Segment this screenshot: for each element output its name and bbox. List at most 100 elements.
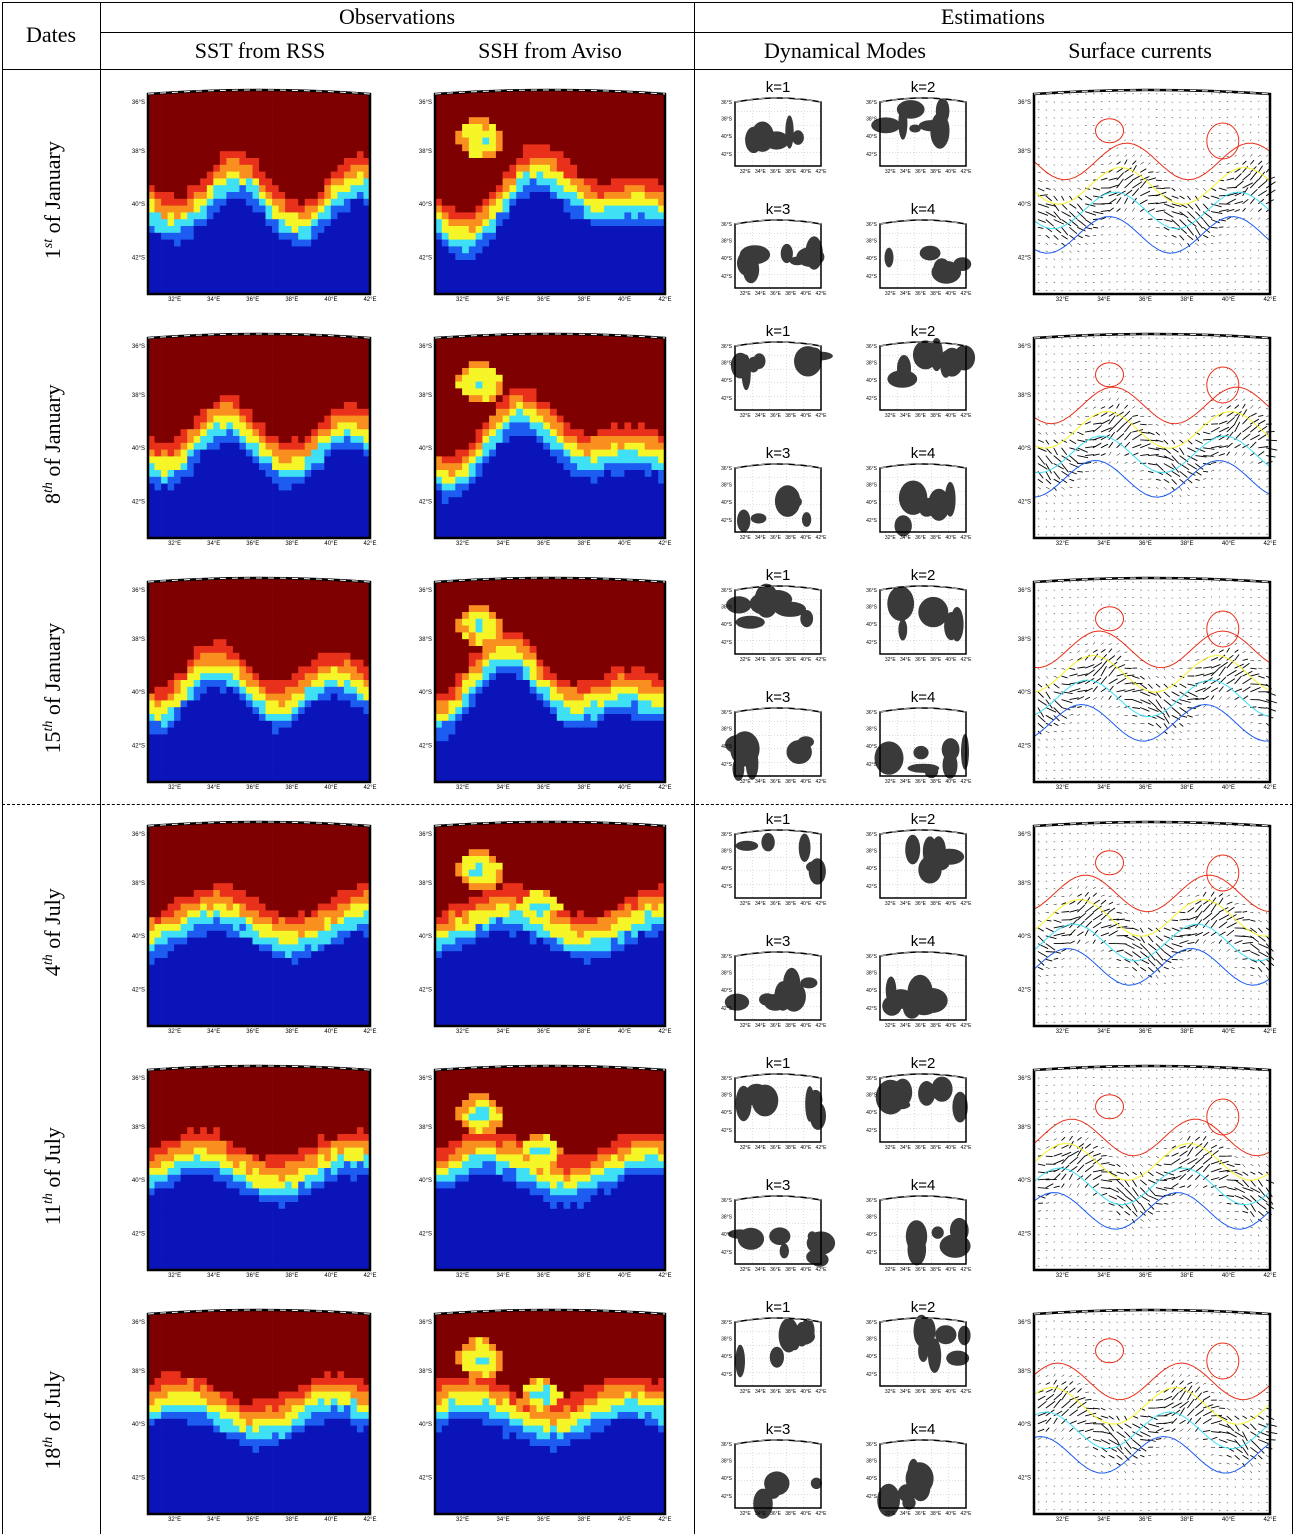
lat-tick-label: 42°S: [419, 499, 432, 505]
lon-tick-label: 36°E: [1139, 1029, 1152, 1035]
lon-tick-label: 40°E: [324, 1273, 337, 1279]
lon-tick-label: 36°E: [915, 1389, 927, 1395]
lat-tick-label: 36°S: [721, 344, 733, 350]
current-arrows: [1038, 1069, 1274, 1268]
mode-patches: [877, 1440, 966, 1517]
mode-title: k=3: [728, 689, 828, 706]
lat-tick-label: 38°S: [419, 637, 432, 643]
lon-tick-label: 40°E: [324, 785, 337, 791]
lon-tick-label: 38°E: [1180, 1029, 1193, 1035]
lat-tick-label: 40°S: [721, 1110, 733, 1116]
lat-tick-label: 42°S: [866, 884, 878, 890]
lat-tick-label: 42°S: [866, 640, 878, 646]
lat-tick-label: 38°S: [419, 149, 432, 155]
lon-tick-label: 36°E: [770, 1389, 782, 1395]
lon-tick-label: 32°E: [168, 541, 181, 547]
lon-tick-label: 32°E: [740, 657, 752, 663]
lon-tick-label: 34°E: [755, 169, 767, 175]
lat-tick-label: 40°S: [132, 202, 145, 208]
lon-tick-label: 42°E: [363, 1273, 376, 1279]
ssh-5-field: [435, 1310, 665, 1514]
mode-title: k=1: [728, 811, 828, 828]
lon-tick-label: 42°E: [658, 541, 671, 547]
lat-tick-label: 40°S: [419, 1422, 432, 1428]
lon-tick-label: 36°E: [537, 1517, 550, 1523]
lat-tick-label: 38°S: [866, 604, 878, 610]
mode-title: k=3: [728, 1177, 828, 1194]
ssh-1-field: [435, 334, 665, 538]
lat-tick-label: 42°S: [866, 1128, 878, 1134]
sst-5-field: [148, 1310, 370, 1514]
lat-tick-label: 40°S: [866, 256, 878, 262]
lon-tick-label: 36°E: [1139, 1517, 1152, 1523]
lon-tick-label: 34°E: [497, 1029, 510, 1035]
lon-tick-label: 40°E: [618, 1273, 631, 1279]
lon-tick-label: 32°E: [885, 1511, 897, 1517]
lon-tick-label: 42°E: [816, 1267, 828, 1273]
lon-tick-label: 32°E: [885, 901, 897, 907]
lat-tick-label: 38°S: [866, 238, 878, 244]
lat-tick-label: 38°S: [1018, 393, 1031, 399]
header-estimations: Estimations: [694, 4, 1292, 30]
lat-tick-label: 42°S: [866, 152, 878, 158]
lon-tick-label: 42°E: [816, 1145, 828, 1151]
lon-tick-label: 34°E: [1097, 541, 1110, 547]
lon-tick-label: 40°E: [800, 901, 812, 907]
lat-tick-label: 40°S: [866, 1110, 878, 1116]
lat-tick-label: 36°S: [1018, 832, 1031, 838]
lon-tick-label: 40°E: [945, 779, 957, 785]
lat-tick-label: 42°S: [1018, 499, 1031, 505]
lat-tick-label: 42°S: [721, 396, 733, 402]
lat-tick-label: 38°S: [721, 726, 733, 732]
mode-title: k=4: [873, 1421, 973, 1438]
lat-tick-label: 40°S: [721, 988, 733, 994]
mode-title: k=2: [873, 323, 973, 340]
lon-tick-label: 36°E: [770, 1023, 782, 1029]
lon-tick-label: 42°E: [658, 1029, 671, 1035]
mode-title: k=1: [728, 323, 828, 340]
mode-patches: [871, 98, 966, 166]
lat-tick-label: 40°S: [721, 744, 733, 750]
lat-tick-label: 42°S: [866, 1494, 878, 1500]
lon-tick-label: 32°E: [1056, 785, 1069, 791]
column-divider-dates: [100, 2, 101, 1534]
lat-tick-label: 38°S: [132, 1125, 145, 1131]
lat-tick-label: 38°S: [721, 1214, 733, 1220]
lon-tick-label: 42°E: [816, 169, 828, 175]
lon-tick-label: 34°E: [497, 1273, 510, 1279]
lon-tick-label: 38°E: [930, 413, 942, 419]
lon-tick-label: 34°E: [755, 535, 767, 541]
lat-tick-label: 38°S: [866, 1458, 878, 1464]
lat-tick-label: 38°S: [419, 1369, 432, 1375]
lon-tick-label: 34°E: [207, 1029, 220, 1035]
lat-tick-label: 42°S: [721, 274, 733, 280]
lat-tick-label: 36°S: [419, 100, 432, 106]
ssh-0-field: [435, 90, 665, 294]
lat-tick-label: 40°S: [1018, 1178, 1031, 1184]
lat-tick-label: 36°S: [132, 100, 145, 106]
lat-tick-label: 38°S: [1018, 1369, 1031, 1375]
lon-tick-label: 34°E: [900, 1267, 912, 1273]
lat-tick-label: 42°S: [419, 987, 432, 993]
lon-tick-label: 32°E: [740, 169, 752, 175]
lon-tick-label: 40°E: [1222, 1029, 1235, 1035]
lon-tick-label: 38°E: [1180, 541, 1193, 547]
lat-tick-label: 40°S: [132, 934, 145, 940]
lat-tick-label: 36°S: [1018, 100, 1031, 106]
lon-tick-label: 38°E: [285, 297, 298, 303]
lat-tick-label: 42°S: [1018, 987, 1031, 993]
mode-patches: [880, 220, 971, 288]
lon-tick-label: 40°E: [324, 297, 337, 303]
lat-tick-label: 42°S: [721, 1494, 733, 1500]
lat-tick-label: 40°S: [419, 690, 432, 696]
